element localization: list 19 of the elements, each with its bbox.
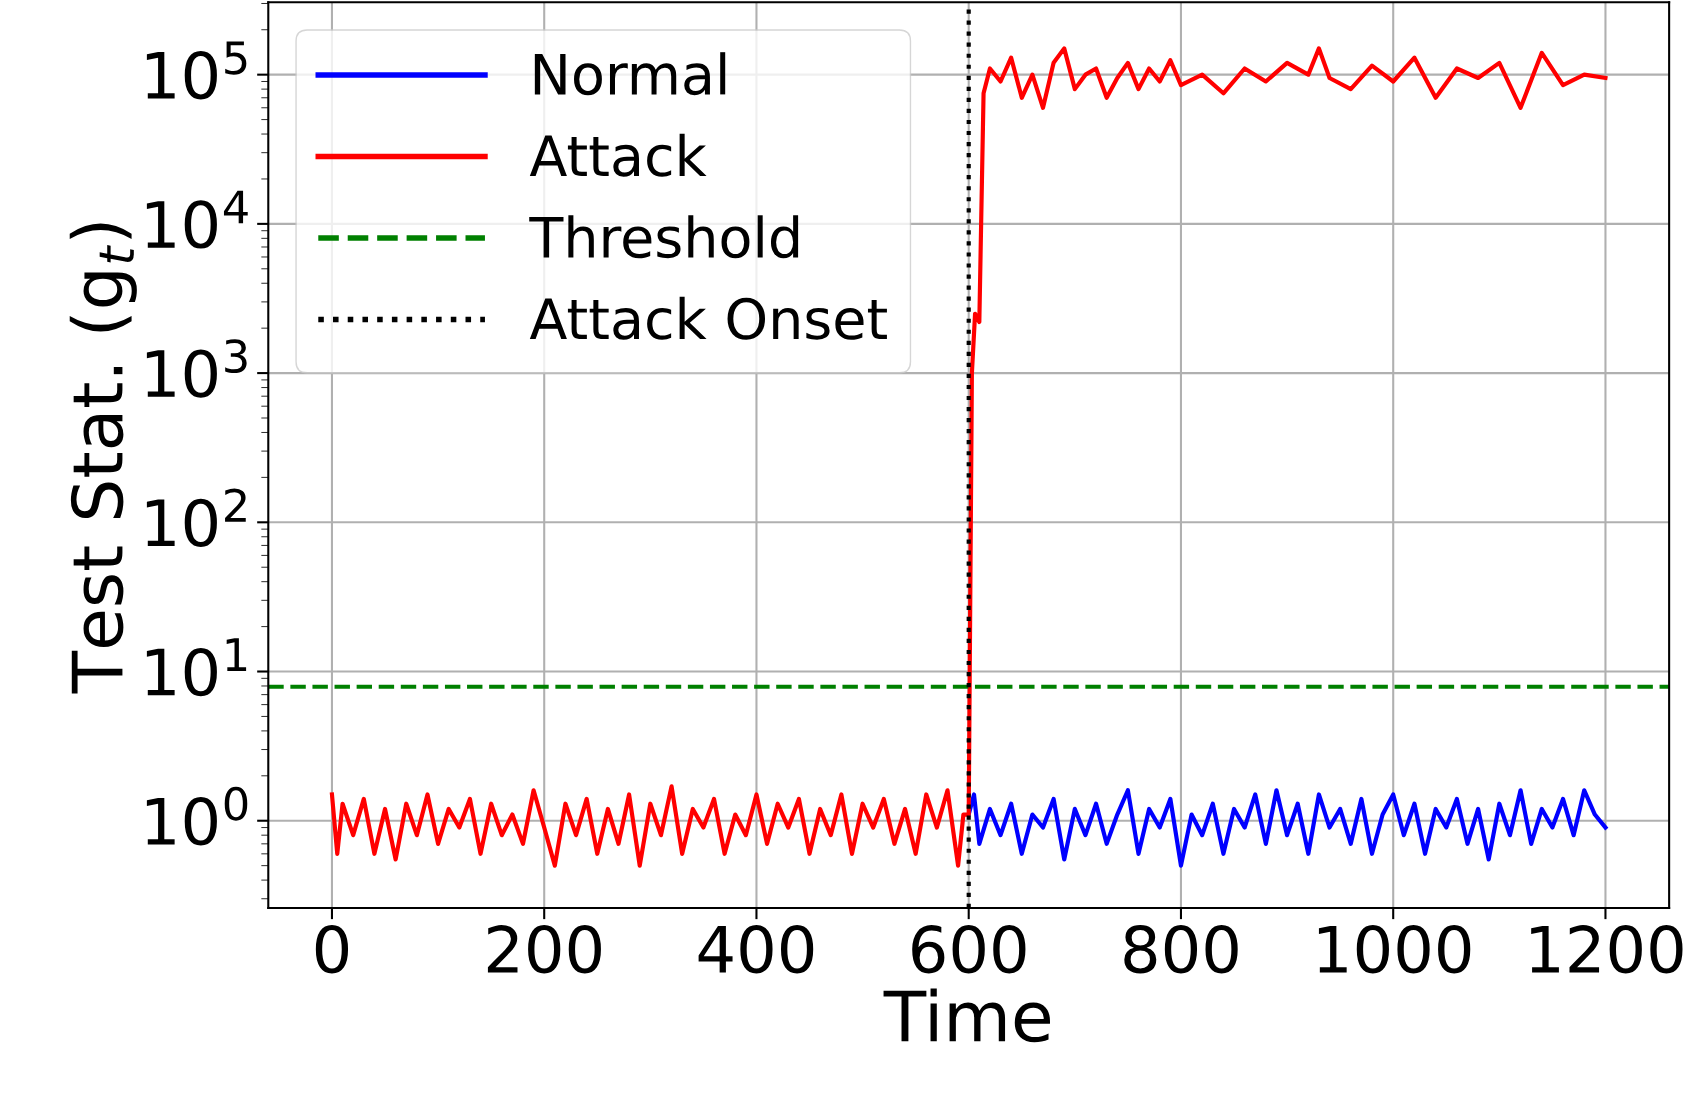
x-tick-label: 600 — [912, 925, 1026, 974]
y-tick-label: 10$^{3}$ — [146, 339, 247, 398]
legend-label: Attack — [529, 133, 707, 177]
x-tick-label: 1200 — [1531, 925, 1683, 974]
ref-line-label: Attack Onset — [529, 296, 887, 340]
y-tick-label: 10$^{2}$ — [146, 488, 246, 547]
y-tick-label: 10$^{0}$ — [146, 786, 248, 846]
y-axis-title: Test Stat. (g$_{t}$) — [69, 223, 137, 694]
x-tick-label: 0 — [315, 925, 349, 974]
legend-label: Normal — [534, 52, 726, 96]
y-tick-label: 10$^{5}$ — [146, 41, 247, 100]
y-tick-label: 10$^{1}$ — [146, 638, 247, 697]
x-tick-label: 1000 — [1318, 925, 1471, 974]
legend-label: Threshold — [529, 215, 799, 259]
x-tick-label: 800 — [1124, 925, 1238, 974]
x-tick-label: 200 — [487, 925, 601, 974]
x-tick-label: 400 — [698, 925, 814, 974]
x-axis-title: Time — [883, 988, 1050, 1043]
y-tick-label: 10$^{4}$ — [146, 190, 248, 249]
